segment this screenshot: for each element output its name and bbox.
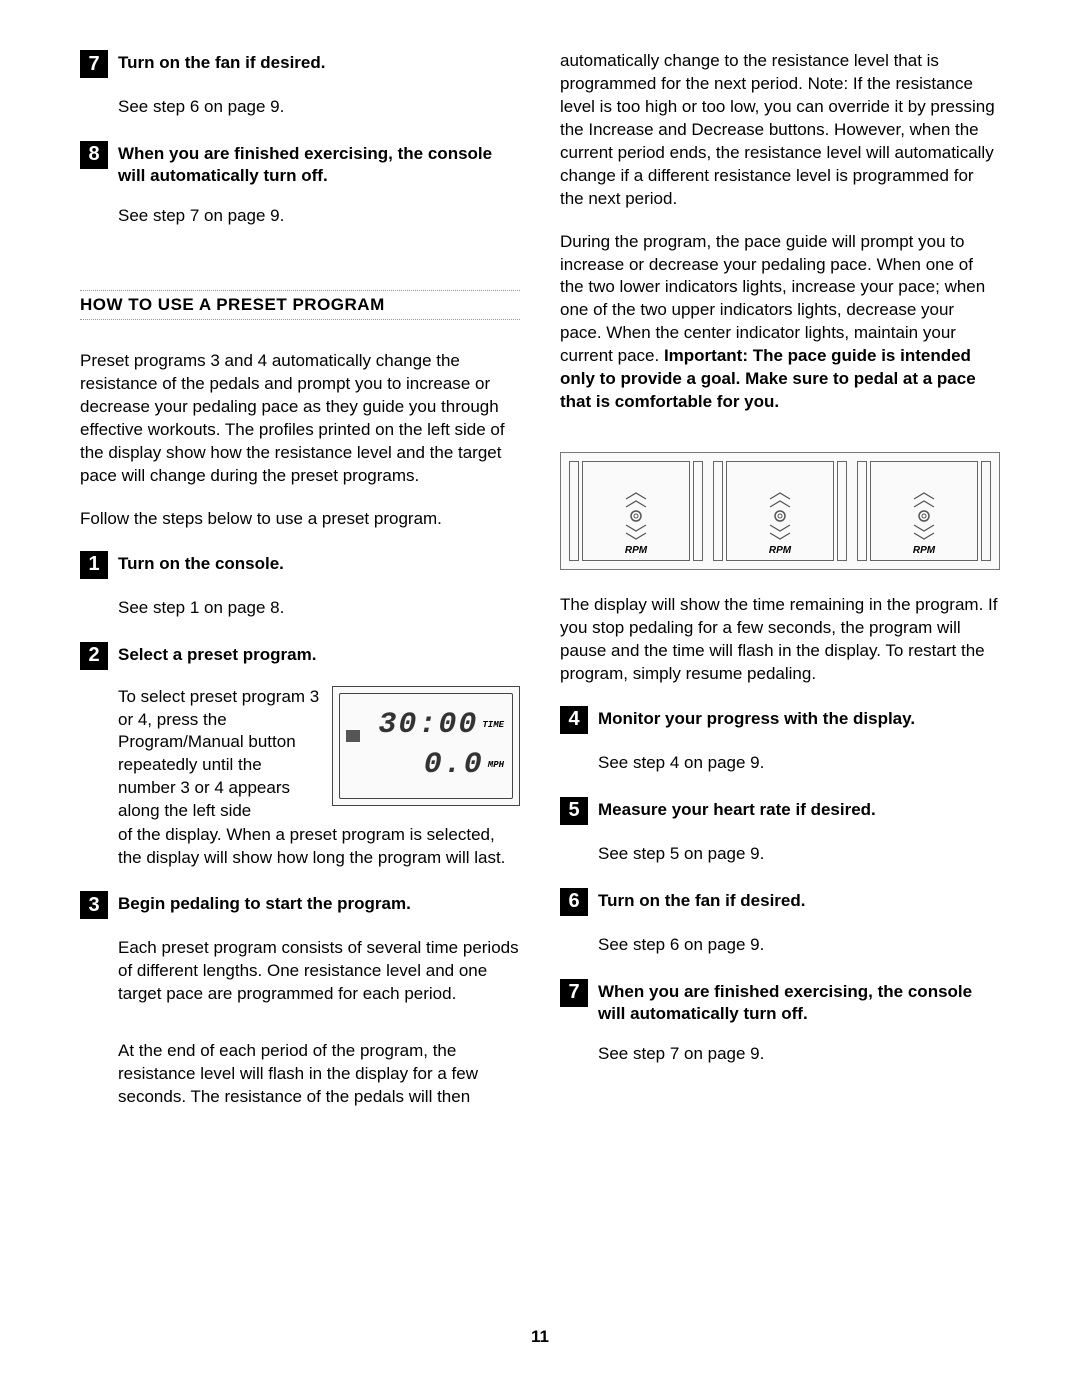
- rpm-gauge: RPM: [870, 461, 978, 561]
- step-1: 1 Turn on the console.: [80, 551, 520, 579]
- step-body: See step 7 on page 9.: [598, 1043, 1000, 1066]
- step-number-icon: 2: [80, 642, 108, 670]
- program-indicator-icon: [346, 730, 360, 742]
- right-column: automatically change to the resistance l…: [560, 50, 1000, 1109]
- step-8: 8 When you are finished exercising, the …: [80, 141, 520, 187]
- step-title: Measure your heart rate if desired.: [598, 797, 876, 821]
- display-mph-label: MPH: [488, 760, 504, 770]
- step-3-p2: At the end of each period of the program…: [118, 1040, 520, 1109]
- step-title: Begin pedaling to start the program.: [118, 891, 411, 915]
- step-body: See step 6 on page 9.: [598, 934, 1000, 957]
- rpm-side-bar: [857, 461, 867, 561]
- rpm-arrows-icon: [909, 491, 939, 541]
- step-7: 7 Turn on the fan if desired.: [80, 50, 520, 78]
- intro-paragraph-2: Follow the steps below to use a preset p…: [80, 508, 520, 531]
- step-body: See step 6 on page 9.: [118, 96, 520, 119]
- page-content: 7 Turn on the fan if desired. See step 6…: [80, 50, 1000, 1109]
- step-number-icon: 6: [560, 888, 588, 916]
- step-title: When you are finished exercising, the co…: [118, 141, 520, 187]
- step-title: Turn on the fan if desired.: [598, 888, 805, 912]
- step-number-icon: 1: [80, 551, 108, 579]
- console-display-graphic: 30:00 TIME 0.0 MPH: [332, 686, 520, 806]
- rpm-unit: RPM: [713, 461, 847, 561]
- intro-paragraph-1: Preset programs 3 and 4 automatically ch…: [80, 350, 520, 488]
- step-5: 5 Measure your heart rate if desired.: [560, 797, 1000, 825]
- step-body: See step 4 on page 9.: [598, 752, 1000, 775]
- rpm-side-bar: [569, 461, 579, 561]
- step-number-icon: 7: [80, 50, 108, 78]
- step-title: Monitor your progress with the display.: [598, 706, 915, 730]
- rpm-unit: RPM: [569, 461, 703, 561]
- rpm-gauge: RPM: [582, 461, 690, 561]
- step-number-icon: 7: [560, 979, 588, 1007]
- step-3: 3 Begin pedaling to start the program.: [80, 891, 520, 919]
- rpm-side-bar: [693, 461, 703, 561]
- display-time-value: 30:00: [378, 708, 478, 742]
- step-body: See step 7 on page 9.: [118, 205, 520, 228]
- step-3-p1: Each preset program consists of several …: [118, 937, 520, 1006]
- left-column: 7 Turn on the fan if desired. See step 6…: [80, 50, 520, 1109]
- section-heading: HOW TO USE A PRESET PROGRAM: [80, 290, 520, 320]
- step-number-icon: 5: [560, 797, 588, 825]
- step-6: 6 Turn on the fan if desired.: [560, 888, 1000, 916]
- rpm-side-bar: [837, 461, 847, 561]
- page-number: 11: [531, 1327, 549, 1347]
- rpm-label: RPM: [625, 545, 647, 556]
- rpm-gauge: RPM: [726, 461, 834, 561]
- step-body: See step 1 on page 8.: [118, 597, 520, 620]
- continuation-paragraph-1: automatically change to the resistance l…: [560, 50, 1000, 211]
- rpm-arrows-icon: [621, 491, 651, 541]
- rpm-side-bar: [981, 461, 991, 561]
- rpm-side-bar: [713, 461, 723, 561]
- rpm-label: RPM: [913, 545, 935, 556]
- display-time-label: TIME: [482, 720, 504, 730]
- step-7-right: 7 When you are finished exercising, the …: [560, 979, 1000, 1025]
- step-number-icon: 3: [80, 891, 108, 919]
- step-title: Select a preset program.: [118, 642, 316, 666]
- rpm-label: RPM: [769, 545, 791, 556]
- rpm-arrows-icon: [765, 491, 795, 541]
- step-4: 4 Monitor your progress with the display…: [560, 706, 1000, 734]
- step-title: Turn on the fan if desired.: [118, 50, 325, 74]
- step-title: When you are finished exercising, the co…: [598, 979, 1000, 1025]
- step-2-content: To select preset program 3 or 4, press t…: [118, 686, 520, 824]
- rpm-unit: RPM: [857, 461, 991, 561]
- step-2-text-before: To select preset program 3 or 4, press t…: [118, 686, 320, 824]
- step-body: See step 5 on page 9.: [598, 843, 1000, 866]
- continuation-paragraph-3: The display will show the time remaining…: [560, 594, 1000, 686]
- step-2-text-after: of the display. When a preset program is…: [118, 824, 520, 870]
- display-mph-value: 0.0: [424, 748, 484, 782]
- step-title: Turn on the console.: [118, 551, 284, 575]
- step-number-icon: 8: [80, 141, 108, 169]
- continuation-paragraph-2: During the program, the pace guide will …: [560, 231, 1000, 415]
- rpm-indicators-graphic: RPM RPM: [560, 452, 1000, 570]
- step-number-icon: 4: [560, 706, 588, 734]
- step-2: 2 Select a preset program.: [80, 642, 520, 670]
